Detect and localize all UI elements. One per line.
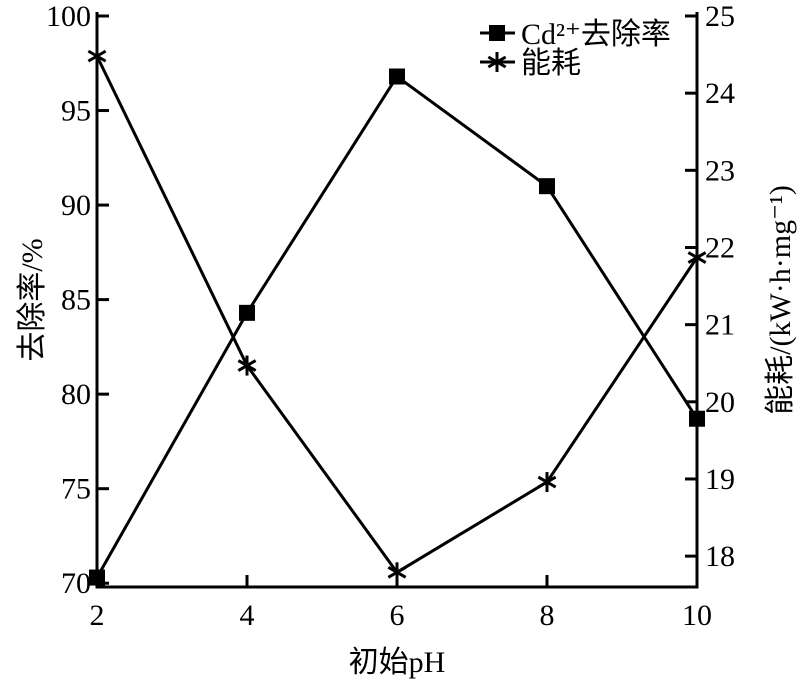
y-tick-label-right: 22 (705, 231, 735, 264)
series-line-2 (95, 55, 699, 575)
x-tick-label: 2 (90, 599, 105, 632)
y-tick-label-right: 20 (705, 386, 735, 419)
data-point-square (539, 178, 555, 195)
data-point-square (89, 569, 105, 586)
legend-asterisk-icon (487, 52, 507, 72)
x-tick-label: 6 (390, 599, 405, 632)
asterisk-stroke (687, 251, 707, 264)
y-tick-label-left: 90 (61, 189, 91, 222)
asterisk-stroke (237, 359, 257, 372)
data-point-asterisk (387, 562, 407, 583)
series-layer (87, 46, 707, 586)
y-axis-label-right: 能耗/(kW·h·mg⁻¹) (764, 185, 797, 415)
asterisk-stroke (487, 55, 507, 69)
y-tick-label-left: 70 (61, 567, 91, 600)
y-tick-label-right: 23 (705, 154, 735, 187)
data-point-square (689, 410, 705, 427)
x-axis-label: 初始pH (349, 646, 446, 679)
asterisk-stroke (87, 49, 107, 63)
x-tick-label: 10 (682, 599, 712, 632)
x-tick-label: 8 (540, 599, 555, 632)
y-tick-label-right: 21 (705, 309, 735, 342)
y-tick-label-left: 75 (61, 473, 91, 506)
y-axis-label-left: 去除率/% (16, 238, 49, 361)
legend-label: Cd²⁺去除率 (521, 18, 671, 51)
y-tick-label-left: 95 (61, 95, 91, 128)
asterisk-stroke (537, 475, 557, 489)
axis-frame (95, 12, 699, 589)
data-point-square (239, 304, 255, 321)
data-point-asterisk (87, 46, 107, 67)
x-tick-label: 4 (240, 599, 255, 632)
y-tick-label-right: 18 (705, 540, 735, 573)
legend-label: 能耗 (521, 47, 581, 80)
y-tick-label-right: 24 (705, 77, 735, 110)
y-tick-label-right: 25 (705, 0, 735, 33)
data-point-asterisk (237, 355, 257, 376)
y-tick-label-left: 80 (61, 378, 91, 411)
y-tick-label-left: 85 (61, 284, 91, 317)
asterisk-stroke (387, 566, 407, 579)
data-point-asterisk (537, 472, 557, 493)
y-tick-label-left: 100 (46, 0, 91, 33)
y-tick-label-right: 19 (705, 463, 735, 496)
legend-square-icon (489, 25, 505, 41)
data-point-asterisk (687, 247, 707, 268)
series-line-1 (95, 74, 699, 579)
data-point-square (389, 68, 405, 85)
